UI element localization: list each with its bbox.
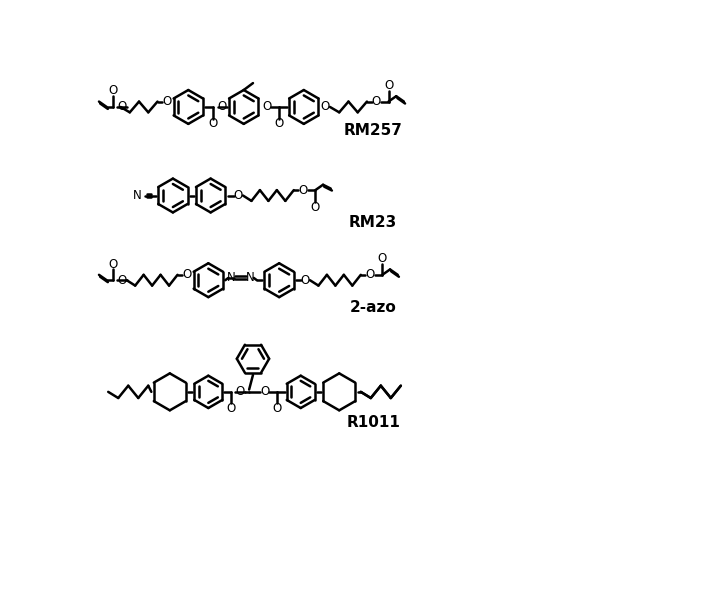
- Text: O: O: [182, 269, 191, 281]
- Text: RM23: RM23: [349, 215, 397, 230]
- Text: O: O: [298, 184, 308, 197]
- Text: RM257: RM257: [344, 122, 403, 138]
- Text: 2-azo: 2-azo: [349, 300, 397, 315]
- Text: N: N: [227, 272, 236, 284]
- Text: O: O: [108, 258, 117, 270]
- Text: O: O: [218, 100, 227, 113]
- Text: O: O: [162, 95, 171, 108]
- Text: O: O: [108, 84, 117, 97]
- Text: O: O: [260, 385, 269, 398]
- Text: O: O: [371, 95, 381, 108]
- Text: O: O: [384, 79, 393, 92]
- Text: O: O: [274, 118, 284, 130]
- Text: O: O: [117, 100, 127, 113]
- Text: O: O: [234, 189, 243, 202]
- Text: N: N: [132, 189, 141, 202]
- Text: R1011: R1011: [346, 415, 400, 430]
- Text: O: O: [378, 252, 387, 265]
- Text: O: O: [208, 118, 218, 130]
- Text: O: O: [365, 269, 375, 281]
- Text: O: O: [311, 200, 320, 214]
- Text: N: N: [245, 272, 254, 284]
- Text: O: O: [117, 273, 127, 287]
- Text: O: O: [235, 385, 245, 398]
- Text: O: O: [301, 273, 310, 287]
- Text: O: O: [321, 100, 330, 113]
- Text: O: O: [226, 403, 235, 415]
- Text: O: O: [262, 100, 272, 113]
- Text: O: O: [272, 403, 282, 415]
